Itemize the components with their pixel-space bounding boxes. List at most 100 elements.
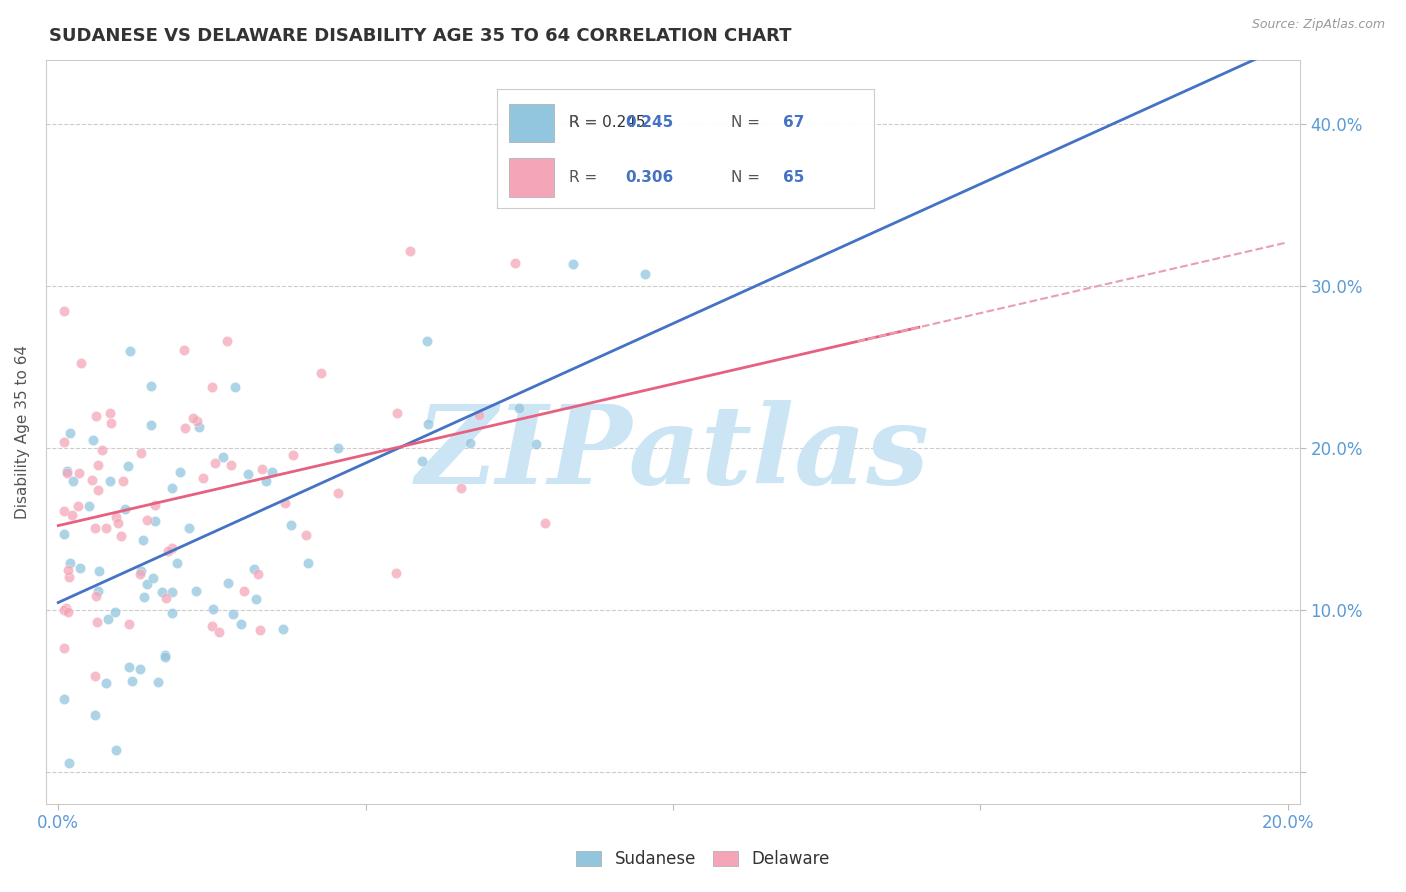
Point [222, 607, 245, 621]
Point [153, 650, 176, 665]
Point [224, 380, 246, 394]
Point [387, 406, 409, 420]
Point [450, 481, 472, 495]
Point [107, 516, 129, 530]
Point [217, 576, 239, 591]
Point [326, 441, 349, 455]
Point [100, 475, 122, 489]
Point [86, 458, 108, 472]
Point [271, 622, 294, 636]
Point [188, 419, 211, 434]
Point [191, 471, 214, 485]
Point [221, 458, 243, 472]
Point [67, 466, 90, 480]
Point [274, 496, 297, 510]
Point [67, 499, 90, 513]
Text: ZIPatlas: ZIPatlas [416, 401, 929, 508]
Point [129, 566, 152, 581]
Point [53, 691, 76, 706]
Point [53, 641, 76, 656]
Point [162, 481, 184, 495]
Point [155, 591, 177, 606]
Point [135, 513, 157, 527]
Point [59, 556, 82, 570]
Point [118, 344, 141, 359]
Text: Source: ZipAtlas.com: Source: ZipAtlas.com [1251, 18, 1385, 31]
Point [53, 526, 76, 541]
Point [87, 584, 110, 599]
Point [250, 462, 273, 476]
Point [58, 605, 80, 619]
Point [84, 668, 107, 682]
Point [416, 334, 439, 349]
Point [311, 366, 333, 380]
Point [173, 343, 195, 357]
Point [174, 421, 197, 435]
Point [186, 414, 208, 428]
Point [89, 564, 111, 578]
Point [232, 583, 254, 598]
Point [385, 566, 408, 580]
Point [181, 411, 204, 425]
Point [53, 435, 76, 450]
Point [100, 417, 122, 431]
Point [136, 576, 159, 591]
Point [59, 426, 82, 441]
Point [60, 508, 83, 523]
Point [53, 603, 76, 617]
Point [254, 474, 277, 488]
Point [121, 673, 143, 688]
Point [58, 756, 80, 771]
Point [150, 585, 173, 599]
Point [146, 675, 169, 690]
Point [231, 617, 253, 632]
Point [201, 602, 224, 616]
Point [458, 436, 481, 450]
Point [129, 446, 152, 460]
Point [55, 464, 77, 478]
Point [129, 662, 152, 676]
Point [215, 334, 238, 348]
Point [96, 521, 118, 535]
Point [53, 304, 76, 318]
Point [142, 570, 165, 584]
Point [139, 417, 162, 432]
Point [77, 499, 100, 513]
Point [139, 379, 162, 393]
Point [238, 467, 260, 482]
Point [98, 406, 121, 420]
Point [105, 743, 128, 757]
Point [201, 618, 224, 632]
Point [69, 356, 91, 370]
Point [160, 585, 183, 599]
Point [201, 380, 224, 394]
Point [328, 486, 350, 500]
Point [169, 465, 191, 479]
Point [117, 458, 139, 473]
Point [411, 453, 433, 467]
Point [503, 255, 526, 269]
Point [69, 561, 91, 575]
Legend: Sudanese, Delaware: Sudanese, Delaware [569, 844, 837, 875]
Point [58, 570, 80, 584]
Point [91, 443, 114, 458]
Point [399, 244, 422, 259]
Point [242, 562, 264, 576]
Text: SUDANESE VS DELAWARE DISABILITY AGE 35 TO 64 CORRELATION CHART: SUDANESE VS DELAWARE DISABILITY AGE 35 T… [49, 27, 792, 45]
Point [82, 434, 104, 448]
Point [104, 605, 127, 619]
Point [153, 648, 176, 662]
Point [53, 504, 76, 518]
Point [87, 483, 110, 497]
Point [204, 456, 226, 470]
Point [247, 566, 270, 581]
Point [132, 590, 155, 604]
Point [533, 516, 555, 530]
Point [166, 556, 188, 570]
Point [129, 564, 152, 578]
Point [118, 660, 141, 674]
Point [86, 589, 108, 603]
Point [297, 557, 319, 571]
Point [416, 417, 439, 431]
Point [157, 544, 180, 558]
